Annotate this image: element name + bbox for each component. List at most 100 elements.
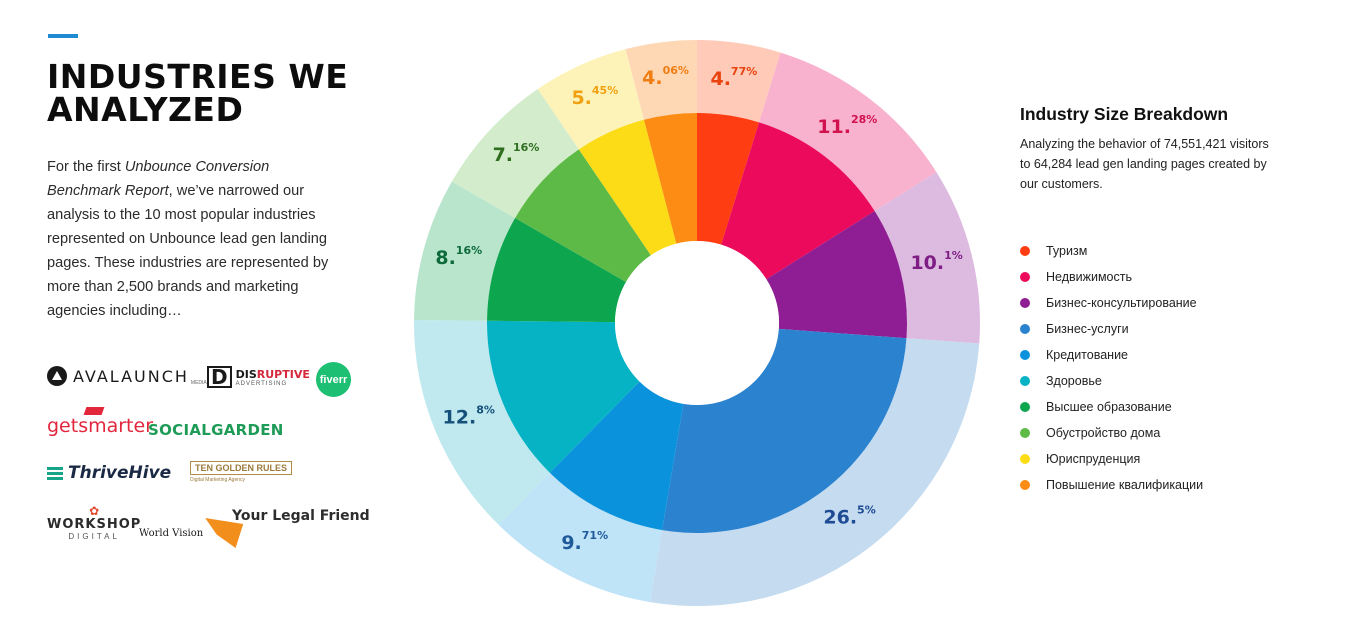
getsmarter-logo: getsmarter <box>47 407 154 437</box>
slice-value-dec: 71% <box>582 529 608 542</box>
fiverr-logo: fiverr <box>316 362 351 397</box>
workshop-logo-text: WORKSHOP <box>47 517 142 532</box>
legend-label: Юриспруденция <box>1046 452 1141 466</box>
legend-dot-icon <box>1020 298 1030 308</box>
legend-dot-icon <box>1020 324 1030 334</box>
tengolden-logo-text: TEN GOLDEN RULES <box>190 461 293 475</box>
legend-dot-icon <box>1020 428 1030 438</box>
outer-ring-segment <box>498 472 663 603</box>
worldvision-logo-text: World Vision <box>139 527 204 539</box>
outer-ring-segment <box>874 172 980 344</box>
legend-item: Повышение квалификации <box>1020 472 1203 498</box>
slice-value-label: 5.45% <box>571 84 618 109</box>
donut-slice <box>487 320 640 473</box>
slice-value-dec: 45% <box>592 84 618 97</box>
avalaunch-logo-text: AVALAUNCH <box>73 366 189 386</box>
outer-ring-segment <box>414 181 516 321</box>
legend-item: Высшее образование <box>1020 394 1203 420</box>
legend-item: Недвижимость <box>1020 264 1203 290</box>
outer-ring-segment <box>697 40 781 123</box>
donut-slice <box>644 113 697 244</box>
slice-value-label: 12.8% <box>443 403 495 428</box>
workshop-logo-sub: DIGITAL <box>68 532 120 541</box>
legend-label: Здоровье <box>1046 374 1102 388</box>
graduation-cap-icon <box>83 407 105 415</box>
donut-slice <box>721 122 875 280</box>
legend-label: Повышение квалификации <box>1046 478 1204 492</box>
slice-value-label: 10.1% <box>910 249 962 273</box>
legend-dot-icon <box>1020 480 1030 490</box>
donut-slice <box>549 381 684 531</box>
avalaunch-logo-sub: MEDIA <box>190 380 207 386</box>
slice-value-int: 8. <box>435 246 455 268</box>
intro-report-name: Unbounce Conversion Benchmark Report <box>47 159 270 199</box>
legend-dot-icon <box>1020 402 1030 412</box>
slice-value-label: 9.71% <box>561 529 608 554</box>
legend-item: Юриспруденция <box>1020 446 1203 472</box>
donut-slice <box>766 211 907 339</box>
worldvision-logo: World Vision <box>139 518 244 548</box>
donut-slice <box>578 119 677 256</box>
legend-item: Кредитование <box>1020 342 1203 368</box>
slice-value-int: 10. <box>910 252 944 274</box>
slice-value-dec: 16% <box>513 141 539 154</box>
legend-dot-icon <box>1020 272 1030 282</box>
slice-value-dec: 16% <box>456 244 482 257</box>
slice-value-int: 9. <box>561 532 581 554</box>
tengolden-logo: TEN GOLDEN RULES Digital Marketing Agenc… <box>190 461 293 483</box>
getsmarter-logo-text: getsmarter <box>47 415 154 437</box>
disruptive-text-b: RUPTIVE <box>256 367 310 381</box>
outer-ring-segment <box>414 320 550 525</box>
slice-value-int: 11. <box>817 115 851 137</box>
legend-list: Туризм Недвижимость Бизнес-консультировани… <box>1020 238 1203 498</box>
tengolden-logo-sub: Digital Marketing Agency <box>190 477 246 483</box>
slice-value-dec: 28% <box>851 113 877 126</box>
donut-slice <box>697 113 760 245</box>
legend-dot-icon <box>1020 246 1030 256</box>
legend-dot-icon <box>1020 376 1030 386</box>
avalaunch-logo: AVALAUNCH MEDIA <box>47 366 207 386</box>
slice-value-label: 11.28% <box>817 113 877 138</box>
slice-value-label: 4.06% <box>642 64 689 89</box>
slice-value-int: 26. <box>823 506 857 528</box>
flower-icon: ✿ <box>89 504 100 518</box>
legend-item: Бизнес-консультирование <box>1020 290 1203 316</box>
socialgarden-logo: SOCIALGARDEN <box>148 421 284 439</box>
slice-value-dec: 8% <box>476 403 495 416</box>
legend-label: Бизнес-услуги <box>1046 322 1129 336</box>
slice-value-label: 7.16% <box>493 141 540 166</box>
legend-dot-icon <box>1020 454 1030 464</box>
donut-hole <box>615 241 779 405</box>
disruptive-logo-sub: ADVERTISING <box>235 380 288 387</box>
legend-dot-icon <box>1020 350 1030 360</box>
socialgarden-logo-text: SOCIALGARDEN <box>148 421 284 439</box>
legend-label: Туризм <box>1046 244 1088 258</box>
outer-ring-segment <box>650 338 980 606</box>
donut-slice <box>515 149 651 283</box>
legend-label: Высшее образование <box>1046 400 1172 414</box>
outer-ring-segment <box>451 89 579 219</box>
legend-label: Бизнес-консультирование <box>1046 296 1197 310</box>
thrivehive-logo-text: ThriveHive <box>68 463 172 483</box>
slice-value-int: 7. <box>493 143 513 165</box>
legend-label: Недвижимость <box>1046 270 1132 284</box>
slice-value-label: 4.77% <box>710 65 757 90</box>
intro-text-part2: , we’ve narrowed our analysis to the 10 … <box>47 183 329 319</box>
intro-text-part1: For the first <box>47 159 125 175</box>
slice-value-dec: 1% <box>944 249 963 262</box>
legend-item: Обустройство дома <box>1020 420 1203 446</box>
yourlegalfriend-logo-text: Your Legal Friend <box>232 508 370 524</box>
legend-title: Industry Size Breakdown <box>1020 104 1229 124</box>
yourlegalfriend-logo: Your Legal Friend <box>232 508 370 524</box>
donut-slice <box>487 218 626 323</box>
slice-value-int: 12. <box>443 406 477 428</box>
disruptive-mark: D <box>207 366 232 388</box>
outer-ring-segment <box>759 52 937 212</box>
slice-value-dec: 5% <box>857 503 876 516</box>
slice-value-int: 5. <box>571 87 591 109</box>
outer-ring-segment <box>625 40 697 120</box>
disruptive-logo-text: DISRUPTIVE <box>236 368 310 381</box>
outer-ring-segment <box>537 49 645 150</box>
workshop-logo: ✿ WORKSHOP DIGITAL <box>47 505 141 541</box>
page-title: INDUSTRIES WE ANALYZED <box>47 57 349 129</box>
